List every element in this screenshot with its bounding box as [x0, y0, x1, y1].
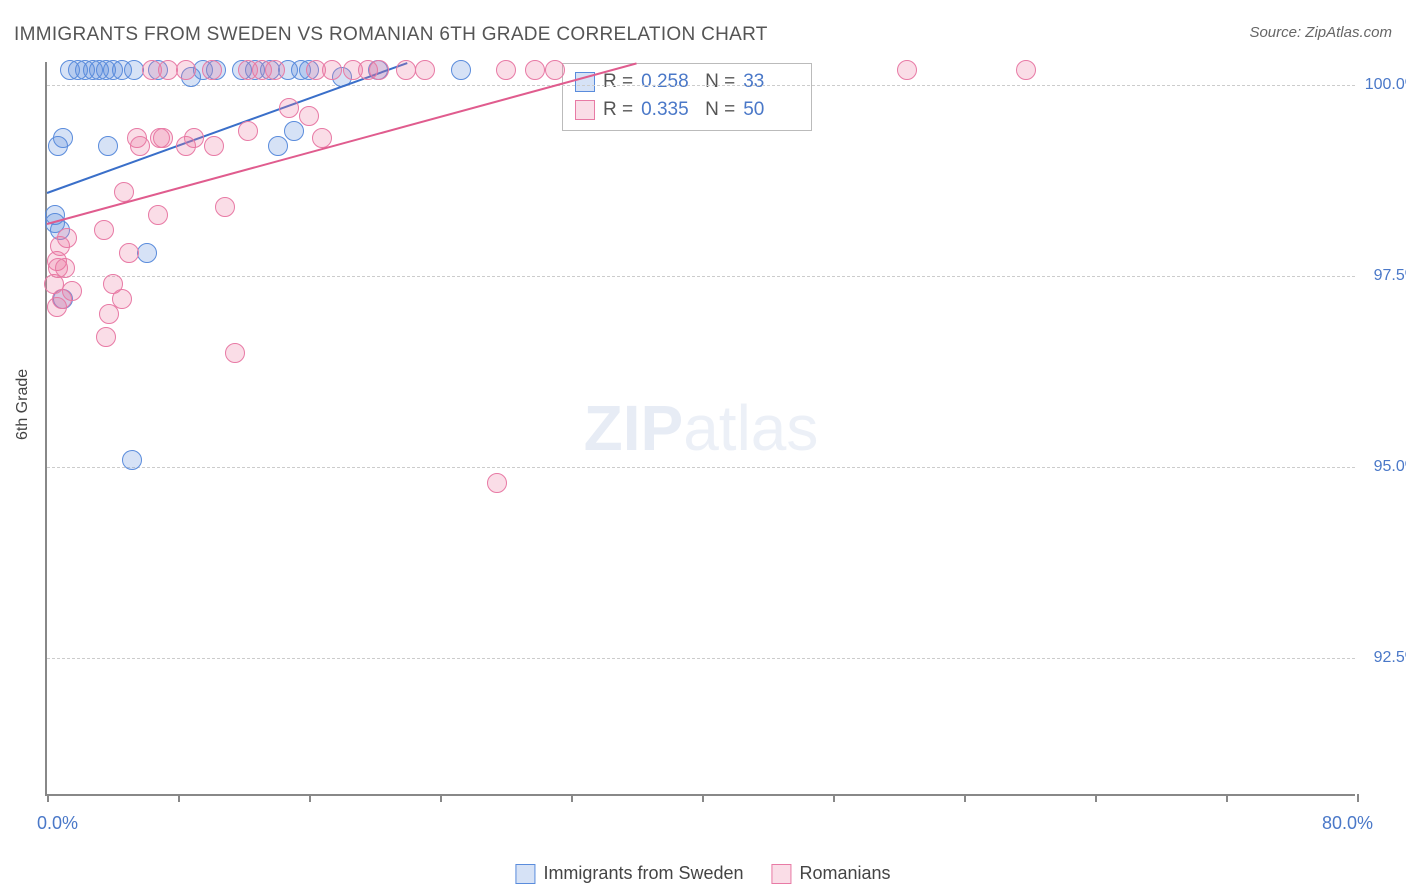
gridline-h [47, 85, 1355, 86]
x-tick [178, 794, 180, 802]
legend-item-series1: Immigrants from Sweden [515, 863, 743, 884]
scatter-point-series2 [184, 128, 204, 148]
scatter-point-series1 [98, 136, 118, 156]
scatter-point-series2 [396, 60, 416, 80]
scatter-point-series2 [94, 220, 114, 240]
gridline-h [47, 467, 1355, 468]
scatter-point-series2 [55, 258, 75, 278]
scatter-point-series2 [119, 243, 139, 263]
bottom-legend: Immigrants from Sweden Romanians [515, 863, 890, 884]
scatter-point-series1 [268, 136, 288, 156]
gridline-h [47, 658, 1355, 659]
legend-swatch-series2 [772, 864, 792, 884]
scatter-point-series2 [57, 228, 77, 248]
scatter-point-series2 [369, 60, 389, 80]
scatter-point-series2 [148, 205, 168, 225]
scatter-point-series1 [451, 60, 471, 80]
swatch-series2 [575, 100, 595, 120]
x-tick [1357, 794, 1359, 802]
scatter-point-series2 [215, 197, 235, 217]
scatter-point-series2 [1016, 60, 1036, 80]
scatter-point-series2 [545, 60, 565, 80]
scatter-point-series2 [496, 60, 516, 80]
y-tick-label: 97.5% [1374, 267, 1406, 285]
scatter-point-series2 [96, 327, 116, 347]
scatter-point-series2 [62, 281, 82, 301]
legend-swatch-series1 [515, 864, 535, 884]
scatter-point-series1 [137, 243, 157, 263]
scatter-point-series2 [279, 98, 299, 118]
y-axis-label: 6th Grade [14, 369, 32, 440]
scatter-point-series2 [897, 60, 917, 80]
x-tick [440, 794, 442, 802]
y-tick-label: 92.5% [1374, 649, 1406, 667]
scatter-point-series2 [415, 60, 435, 80]
scatter-point-series2 [299, 106, 319, 126]
x-tick [964, 794, 966, 802]
x-axis-min-label: 0.0% [37, 813, 78, 834]
x-tick [833, 794, 835, 802]
scatter-point-series2 [176, 60, 196, 80]
scatter-point-series2 [204, 136, 224, 156]
legend-label-series2: Romanians [800, 863, 891, 884]
watermark: ZIPatlas [584, 391, 819, 465]
legend-item-series2: Romanians [772, 863, 891, 884]
x-tick [309, 794, 311, 802]
y-tick-label: 95.0% [1374, 458, 1406, 476]
legend-label-series1: Immigrants from Sweden [543, 863, 743, 884]
scatter-point-series2 [112, 289, 132, 309]
x-axis-max-label: 80.0% [1322, 813, 1373, 834]
x-tick [47, 794, 49, 802]
scatter-point-series2 [158, 60, 178, 80]
scatter-point-series2 [130, 136, 150, 156]
x-tick [702, 794, 704, 802]
chart-plot-area: ZIPatlas 0.0% 80.0% R = 0.258 N = 33 R =… [45, 62, 1355, 796]
source-attribution: Source: ZipAtlas.com [1249, 24, 1392, 41]
scatter-point-series1 [122, 450, 142, 470]
stats-row-series1: R = 0.258 N = 33 [575, 68, 799, 96]
scatter-point-series2 [47, 297, 67, 317]
gridline-h [47, 276, 1355, 277]
x-tick [1226, 794, 1228, 802]
scatter-point-series2 [525, 60, 545, 80]
x-tick [1095, 794, 1097, 802]
stats-row-series2: R = 0.335 N = 50 [575, 96, 799, 124]
scatter-point-series2 [153, 128, 173, 148]
scatter-point-series2 [265, 60, 285, 80]
scatter-point-series2 [225, 343, 245, 363]
scatter-point-series1 [284, 121, 304, 141]
scatter-point-series2 [487, 473, 507, 493]
y-tick-label: 100.0% [1365, 76, 1406, 94]
scatter-point-series1 [124, 60, 144, 80]
scatter-point-series2 [202, 60, 222, 80]
scatter-point-series2 [238, 121, 258, 141]
scatter-point-series2 [322, 60, 342, 80]
x-tick [571, 794, 573, 802]
scatter-point-series1 [53, 128, 73, 148]
chart-title: IMMIGRANTS FROM SWEDEN VS ROMANIAN 6TH G… [14, 24, 768, 46]
